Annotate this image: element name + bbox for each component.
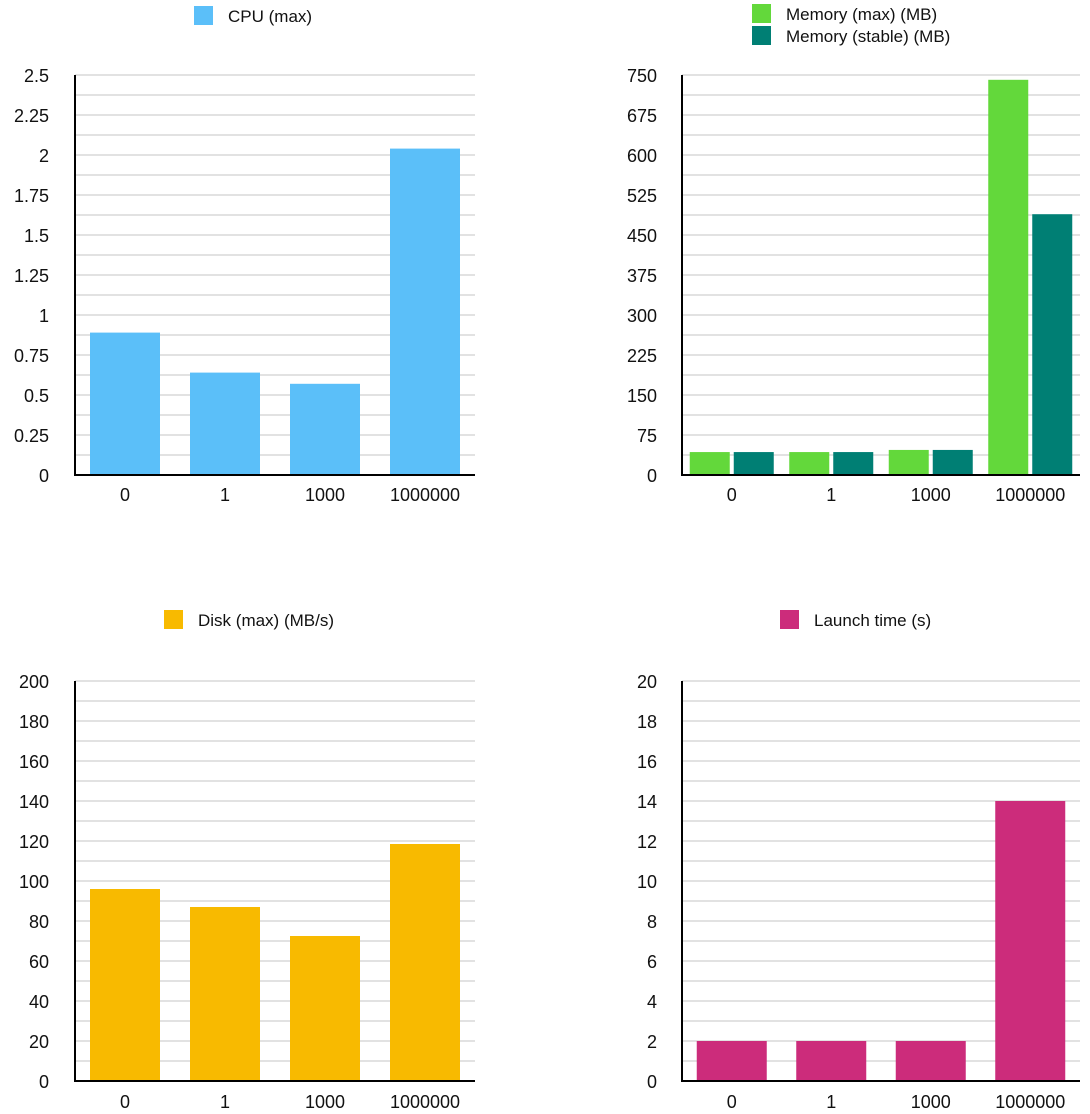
y-tick-label: 0 xyxy=(647,1072,657,1092)
bar-1-series-0 xyxy=(190,907,260,1081)
y-tick-label: 80 xyxy=(29,912,49,932)
legend-swatch xyxy=(780,610,799,629)
bar-0-series-1 xyxy=(733,452,774,475)
y-tick-label: 160 xyxy=(19,752,49,772)
bar-1-series-0 xyxy=(789,452,830,475)
x-tick-label: 1000000 xyxy=(390,1092,460,1112)
y-tick-label: 450 xyxy=(627,226,657,246)
bar-1-series-0 xyxy=(796,1041,867,1081)
y-tick-label: 140 xyxy=(19,792,49,812)
y-tick-label: 0 xyxy=(39,1072,49,1092)
bar-1000-series-0 xyxy=(888,449,929,475)
legend-swatch xyxy=(194,6,213,25)
legend-label: Memory (max) (MB) xyxy=(786,5,937,24)
chart-2: 0 20 40 60 80 100 120 140 160 180 200 0 1 1000 1000000… xyxy=(19,610,475,1112)
legend-label: Launch time (s) xyxy=(814,611,931,630)
chart-0: 0 0.25 0.5 0.75 1 1.25 1.5 1.75 2 2.25 2.5 0 1 1000 10… xyxy=(14,6,475,505)
x-tick-label: 1 xyxy=(826,485,836,505)
y-tick-label: 18 xyxy=(637,712,657,732)
y-tick-label: 2 xyxy=(647,1032,657,1052)
x-tick-label: 1000000 xyxy=(995,485,1065,505)
chart-1: 0 75 150 225 300 375 450 525 600 675 750 0 1 1000 1000… xyxy=(627,4,1080,505)
y-tick-label: 16 xyxy=(637,752,657,772)
x-tick-label: 1000 xyxy=(911,1092,951,1112)
x-tick-label: 1000000 xyxy=(390,485,460,505)
y-tick-label: 0.75 xyxy=(14,346,49,366)
y-tick-label: 40 xyxy=(29,992,49,1012)
y-tick-label: 10 xyxy=(637,872,657,892)
bar-1000000-series-0 xyxy=(390,844,460,1081)
y-tick-label: 1.75 xyxy=(14,186,49,206)
legend-label: Disk (max) (MB/s) xyxy=(198,611,334,630)
y-tick-label: 675 xyxy=(627,106,657,126)
y-tick-label: 60 xyxy=(29,952,49,972)
y-tick-label: 150 xyxy=(627,386,657,406)
y-tick-label: 120 xyxy=(19,832,49,852)
y-tick-label: 20 xyxy=(29,1032,49,1052)
legend-label: Memory (stable) (MB) xyxy=(786,27,950,46)
y-tick-label: 100 xyxy=(19,872,49,892)
y-tick-label: 1 xyxy=(39,306,49,326)
y-tick-label: 0.5 xyxy=(24,386,49,406)
x-tick-label: 1 xyxy=(220,1092,230,1112)
bar-1-series-0 xyxy=(190,372,260,475)
bar-0-series-0 xyxy=(90,889,160,1081)
bar-1-series-1 xyxy=(833,452,874,475)
bar-1000000-series-1 xyxy=(1032,214,1073,475)
y-tick-label: 14 xyxy=(637,792,657,812)
legend-swatch xyxy=(752,26,771,45)
x-tick-label: 1000 xyxy=(305,1092,345,1112)
y-tick-label: 375 xyxy=(627,266,657,286)
bar-1000-series-0 xyxy=(290,936,360,1081)
bar-1000-series-1 xyxy=(932,449,973,475)
y-tick-label: 200 xyxy=(19,672,49,692)
bar-1000000-series-0 xyxy=(988,79,1029,476)
y-tick-label: 0 xyxy=(39,466,49,486)
bar-1000000-series-0 xyxy=(390,148,460,475)
x-tick-label: 1000 xyxy=(305,485,345,505)
y-tick-label: 0 xyxy=(647,466,657,486)
y-tick-label: 600 xyxy=(627,146,657,166)
y-tick-label: 0.25 xyxy=(14,426,49,446)
bar-0-series-0 xyxy=(689,452,730,475)
y-tick-label: 2.25 xyxy=(14,106,49,126)
y-tick-label: 20 xyxy=(637,672,657,692)
y-tick-label: 6 xyxy=(647,952,657,972)
bar-1000-series-0 xyxy=(290,383,360,475)
y-tick-label: 300 xyxy=(627,306,657,326)
x-tick-label: 0 xyxy=(727,1092,737,1112)
legend-swatch xyxy=(752,4,771,23)
y-tick-label: 525 xyxy=(627,186,657,206)
legend-swatch xyxy=(164,610,183,629)
chart-3: 0 2 4 6 8 10 12 14 16 18 20 0 1 1000 1000000 Launch tim… xyxy=(637,610,1080,1112)
y-tick-label: 225 xyxy=(627,346,657,366)
bar-0-series-0 xyxy=(90,332,160,475)
x-tick-label: 1000000 xyxy=(995,1092,1065,1112)
x-tick-label: 0 xyxy=(727,485,737,505)
y-tick-label: 2 xyxy=(39,146,49,166)
x-tick-label: 0 xyxy=(120,485,130,505)
y-tick-label: 750 xyxy=(627,66,657,86)
bar-1000-series-0 xyxy=(895,1041,966,1081)
x-tick-label: 1 xyxy=(826,1092,836,1112)
y-tick-label: 1.5 xyxy=(24,226,49,246)
x-tick-label: 0 xyxy=(120,1092,130,1112)
y-tick-label: 1.25 xyxy=(14,266,49,286)
y-tick-label: 8 xyxy=(647,912,657,932)
x-tick-label: 1 xyxy=(220,485,230,505)
y-tick-label: 2.5 xyxy=(24,66,49,86)
bar-1000000-series-0 xyxy=(995,801,1066,1081)
legend-label: CPU (max) xyxy=(228,7,312,26)
bar-0-series-0 xyxy=(696,1041,767,1081)
y-tick-label: 12 xyxy=(637,832,657,852)
y-tick-label: 4 xyxy=(647,992,657,1012)
x-tick-label: 1000 xyxy=(911,485,951,505)
y-tick-label: 180 xyxy=(19,712,49,732)
y-tick-label: 75 xyxy=(637,426,657,446)
